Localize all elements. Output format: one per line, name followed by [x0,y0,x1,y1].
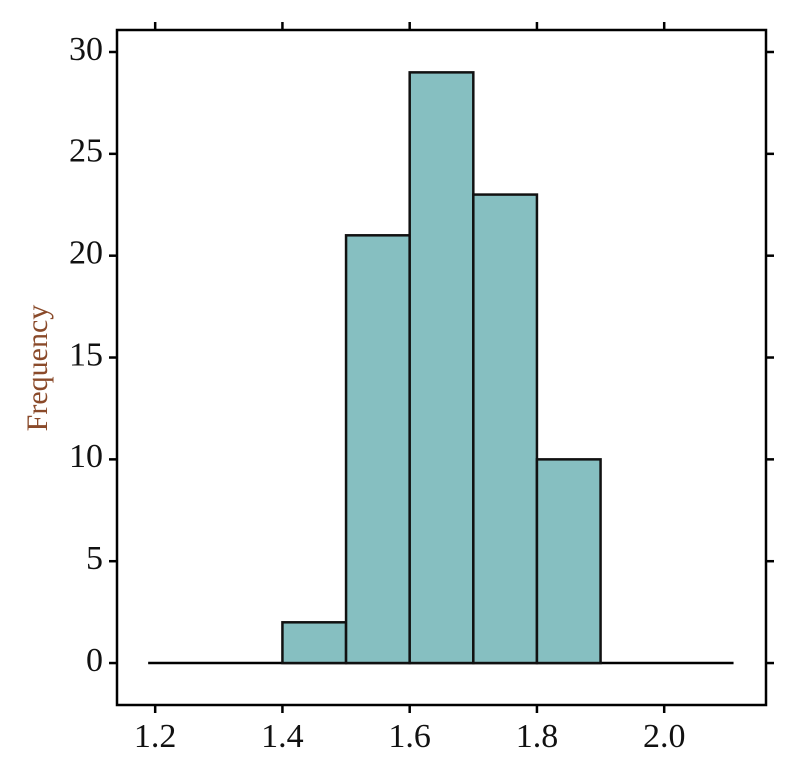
y-tick-label: 0 [86,642,103,679]
y-axis-label: Frequency [21,305,54,432]
x-tick-label: 1.4 [261,718,304,755]
x-tick-label: 1.6 [388,718,431,755]
histogram-bar [472,193,539,665]
x-tick-label: 1.8 [516,718,559,755]
histogram-bar [344,234,411,665]
y-tick-label: 30 [69,31,103,68]
x-tick-label: 1.2 [134,718,177,755]
x-tick-label: 2.0 [643,718,686,755]
plot-frame [115,28,768,707]
y-tick-label: 15 [69,336,103,373]
y-tick-label: 10 [69,438,103,475]
y-tick-label: 20 [69,234,103,271]
y-tick-label: 25 [69,133,103,170]
y-tick-label: 5 [86,540,103,577]
histogram-bar [408,71,475,665]
histogram-bar [535,458,602,665]
histogram-bar [281,621,348,665]
